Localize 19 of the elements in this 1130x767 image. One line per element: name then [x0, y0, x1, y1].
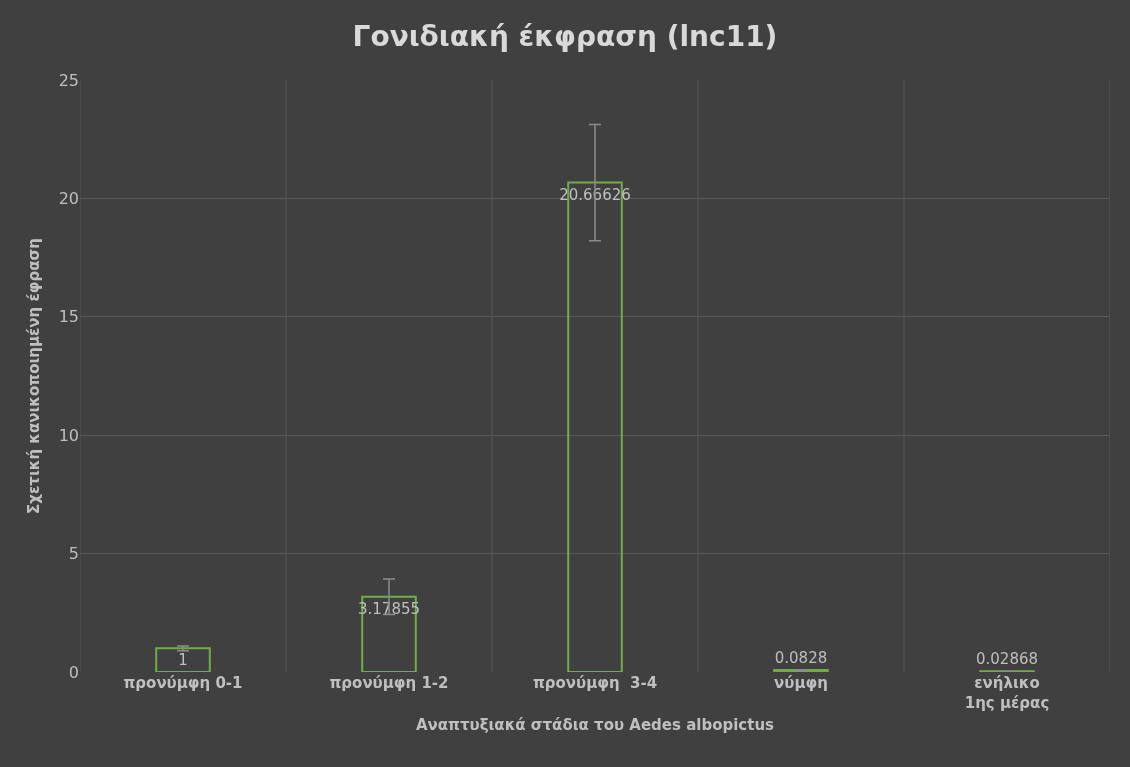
- y-axis-title: Σχετική κανικοποιημένη έφραση: [24, 238, 43, 514]
- x-tick-label: προνύμφη 0-1: [123, 674, 243, 692]
- x-tick-label: προνύμφη 1-2: [329, 674, 449, 692]
- y-tick-label: 20: [58, 189, 79, 208]
- y-tick-label: 15: [58, 307, 79, 327]
- bar: [773, 669, 829, 672]
- x-tick-label: νύμφη: [774, 674, 828, 692]
- y-tick-label: 5: [68, 544, 79, 564]
- bar: [155, 647, 211, 672]
- x-axis-title: Αναπτυξιακά στάδια του Aedes albopictus: [415, 715, 775, 734]
- data-label: 1: [178, 651, 188, 670]
- y-tick-label: 25: [58, 70, 79, 90]
- x-tick-label: ενήλικο 1ης μέρας: [964, 674, 1050, 712]
- y-tick-label: 0: [68, 662, 79, 682]
- data-label: 0.0828: [774, 649, 828, 668]
- y-tick-label: 10: [58, 425, 79, 445]
- chart-title: Γονιδιακή έκφραση (lnc11): [352, 20, 778, 54]
- data-label: 0.02868: [975, 650, 1039, 669]
- x-tick-label: προνύμφη 3-4: [532, 674, 658, 692]
